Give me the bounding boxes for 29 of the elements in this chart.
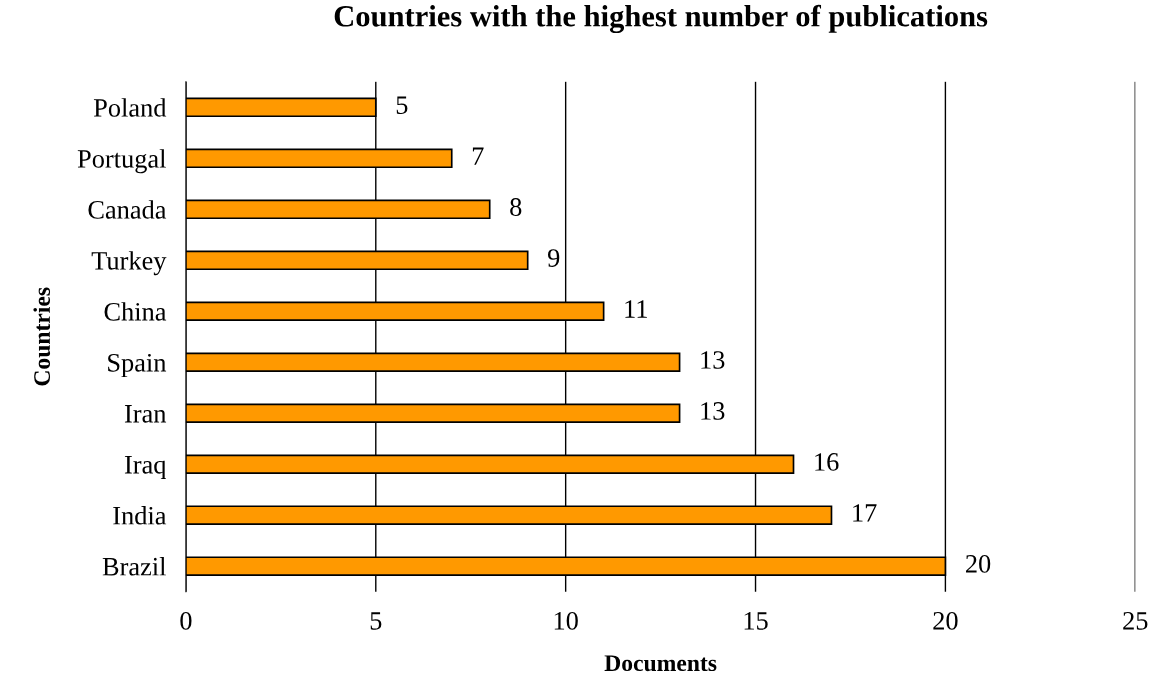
data-label: 13: [701, 402, 725, 420]
x-axis-title: Documents: [604, 655, 717, 672]
x-tick-label: 5: [370, 612, 382, 630]
data-label: 8: [510, 198, 522, 216]
data-label: 11: [625, 300, 647, 318]
x-tick-label: 15: [744, 612, 768, 630]
data-label: 7: [472, 147, 484, 165]
data-label: 5: [396, 96, 408, 114]
y-tick-label: Canada: [88, 200, 167, 219]
y-tick-label: Brazil: [102, 557, 166, 576]
y-tick-label: India: [113, 506, 167, 525]
y-tick-label: Iran: [124, 405, 167, 423]
y-tick-label: Spain: [108, 353, 167, 378]
y-tick-label: China: [104, 302, 167, 321]
x-tick-label: 25: [1123, 611, 1148, 630]
data-label: 17: [853, 504, 877, 522]
data-label: 9: [547, 249, 560, 267]
y-tick-label: Turkey: [91, 251, 167, 276]
chart-title: Countries with the highest number of publications: [334, 4, 988, 34]
data-label: 13: [701, 351, 725, 369]
x-tick-label: 20: [933, 611, 958, 630]
x-tick-label: 0: [180, 611, 192, 630]
data-label: 20: [966, 554, 991, 573]
y-axis-title: Countries: [33, 287, 51, 386]
y-tick-label: Iraq: [124, 456, 166, 479]
data-label: 16: [815, 453, 839, 471]
x-tick-label: 10: [554, 611, 578, 630]
y-tick-label: Portugal: [77, 149, 166, 174]
y-tick-label: Poland: [93, 98, 167, 117]
